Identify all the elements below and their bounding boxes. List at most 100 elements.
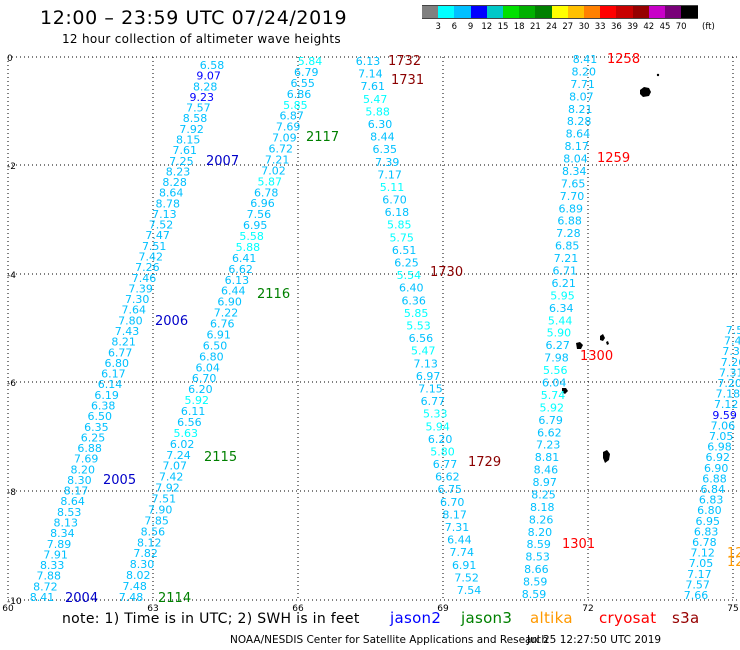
wave-height-value: 9.23 [190,91,215,104]
pass-number-label: 2006 [155,314,188,329]
wave-height-value: 7.17 [687,568,712,581]
wave-height-value: 7.46 [132,272,157,285]
color-scale-swatch [665,5,682,19]
color-scale-swatch [567,5,585,19]
color-scale-label: 36 [610,22,622,32]
wave-height-value: 7.92 [179,123,204,136]
wave-height-value: 7.57 [186,102,211,115]
wave-height-value: 6.02 [170,438,195,451]
wave-height-value: 7.06 [711,419,736,432]
wave-height-value: 5.75 [389,231,414,244]
wave-height-value: 7.69 [276,121,301,134]
wave-height-value: 6.88 [557,215,582,228]
pass-number-label: 2117 [306,130,339,145]
y-tick-label: 0 [7,54,13,64]
color-scale-label: 24 [546,22,557,32]
wave-height-value: 7.52 [454,571,479,584]
color-scale-swatch [600,5,617,19]
wave-height-value: 7.31 [719,366,740,379]
wave-height-value: 8.97 [532,476,557,489]
wave-height-value: 6.70 [440,496,465,509]
wave-height-value: 6.19 [94,389,119,402]
pass-number-label: 2004 [65,591,98,606]
wave-height-value: 5.33 [423,408,448,421]
wave-height-value: 6.85 [555,240,580,253]
wave-height-value: 6.77 [108,346,133,359]
color-scale-label: 30 [578,22,590,32]
wave-height-value: 5.85 [283,99,308,112]
wave-height-value: 6.90 [704,462,729,475]
wave-height-value: 6.44 [221,285,246,298]
wave-height-value: 6.25 [394,257,419,270]
wave-height-value: 7.26 [135,261,160,274]
wave-height-value: 8.53 [525,551,550,564]
wave-height-value: 5.11 [380,181,405,194]
wave-height-value: 7.14 [358,68,383,81]
wave-height-value: 7.31 [445,521,470,534]
wave-height-value: 6.18 [385,206,410,219]
wave-height-value: 5.58 [239,230,264,243]
wave-height-value: 6.84 [701,483,726,496]
wave-height-value: 6.90 [217,296,242,309]
wave-height-value: 7.09 [272,132,297,145]
wave-height-value: 8.04 [563,153,588,166]
footer-note: note: 1) Time is in UTC; 2) SWH is in fe… [62,611,360,627]
color-scale-label: 6 [451,22,458,32]
color-scale-label: 27 [562,22,574,32]
wave-height-value: 6.83 [694,525,719,538]
wave-height-value: 7.05 [709,430,734,443]
wave-height-value: 7.82 [133,547,158,560]
wave-height-value: 8.13 [54,517,79,530]
legend-item-altika: altika [530,609,573,627]
color-scale-swatch [616,5,634,19]
wave-height-value: 6.80 [697,504,722,517]
wave-height-value: 6.78 [254,186,279,199]
wave-height-value: 5.88 [365,105,390,118]
wave-height-value: 6.04 [195,361,220,374]
wave-height-value: 6.11 [181,405,206,418]
wave-height-value: 6.75 [438,483,463,496]
wave-height-value: 6.30 [368,118,393,131]
wave-height-value: 7.39 [128,282,153,295]
wave-height-value: 5.56 [543,364,568,377]
wave-height-value: 7.07 [163,460,188,473]
wave-height-value: 5.63 [174,427,199,440]
wave-height-value: 8.56 [141,525,166,538]
legend-item-s3a: s3a [672,609,700,627]
x-tick-label: 75 [727,604,738,614]
wave-height-value: 8.66 [524,563,549,576]
wave-height-value: 5.54 [397,269,422,282]
wave-height-value: 7.90 [148,504,173,517]
color-scale-swatch [535,5,553,19]
wave-height-value: 7.57 [685,578,710,591]
x-tick-label: 72 [582,604,593,614]
wave-height-value: 6.80 [199,350,224,363]
island-shape [576,334,609,349]
wave-height-value: 5.88 [236,241,261,254]
wave-height-value: 7.13 [152,208,177,221]
wave-height-value: 7.88 [37,570,62,583]
wave-height-value: 7.52 [149,219,174,232]
wave-height-value: 6.20 [188,383,213,396]
wave-height-value: 6.78 [692,536,717,549]
wave-height-value: 7.69 [74,453,99,466]
wave-height-value: 6.87 [279,110,304,123]
wave-height-value: 7.70 [560,190,585,203]
wave-height-value: 8.28 [193,80,218,93]
color-scale-swatch [584,5,601,19]
pass-number-label: 1729 [468,455,501,470]
wave-height-value: 8.30 [130,558,155,571]
wave-height-value: 8.26 [529,513,554,526]
color-scale-label: 45 [659,22,671,32]
wave-height-value: 7.74 [450,546,475,559]
wave-height-value: 5.95 [550,289,575,302]
wave-height-value: 7.42 [139,251,164,264]
wave-height-value: 7.30 [125,293,150,306]
wave-height-value: 7.18 [716,388,740,401]
wave-height-value: 8.15 [176,134,201,147]
wave-height-value: 8.18 [530,501,555,514]
island-shape [603,450,610,463]
color-scale-swatch [454,5,472,19]
wave-height-value: 6.20 [428,433,453,446]
color-scale-swatch [681,5,698,19]
